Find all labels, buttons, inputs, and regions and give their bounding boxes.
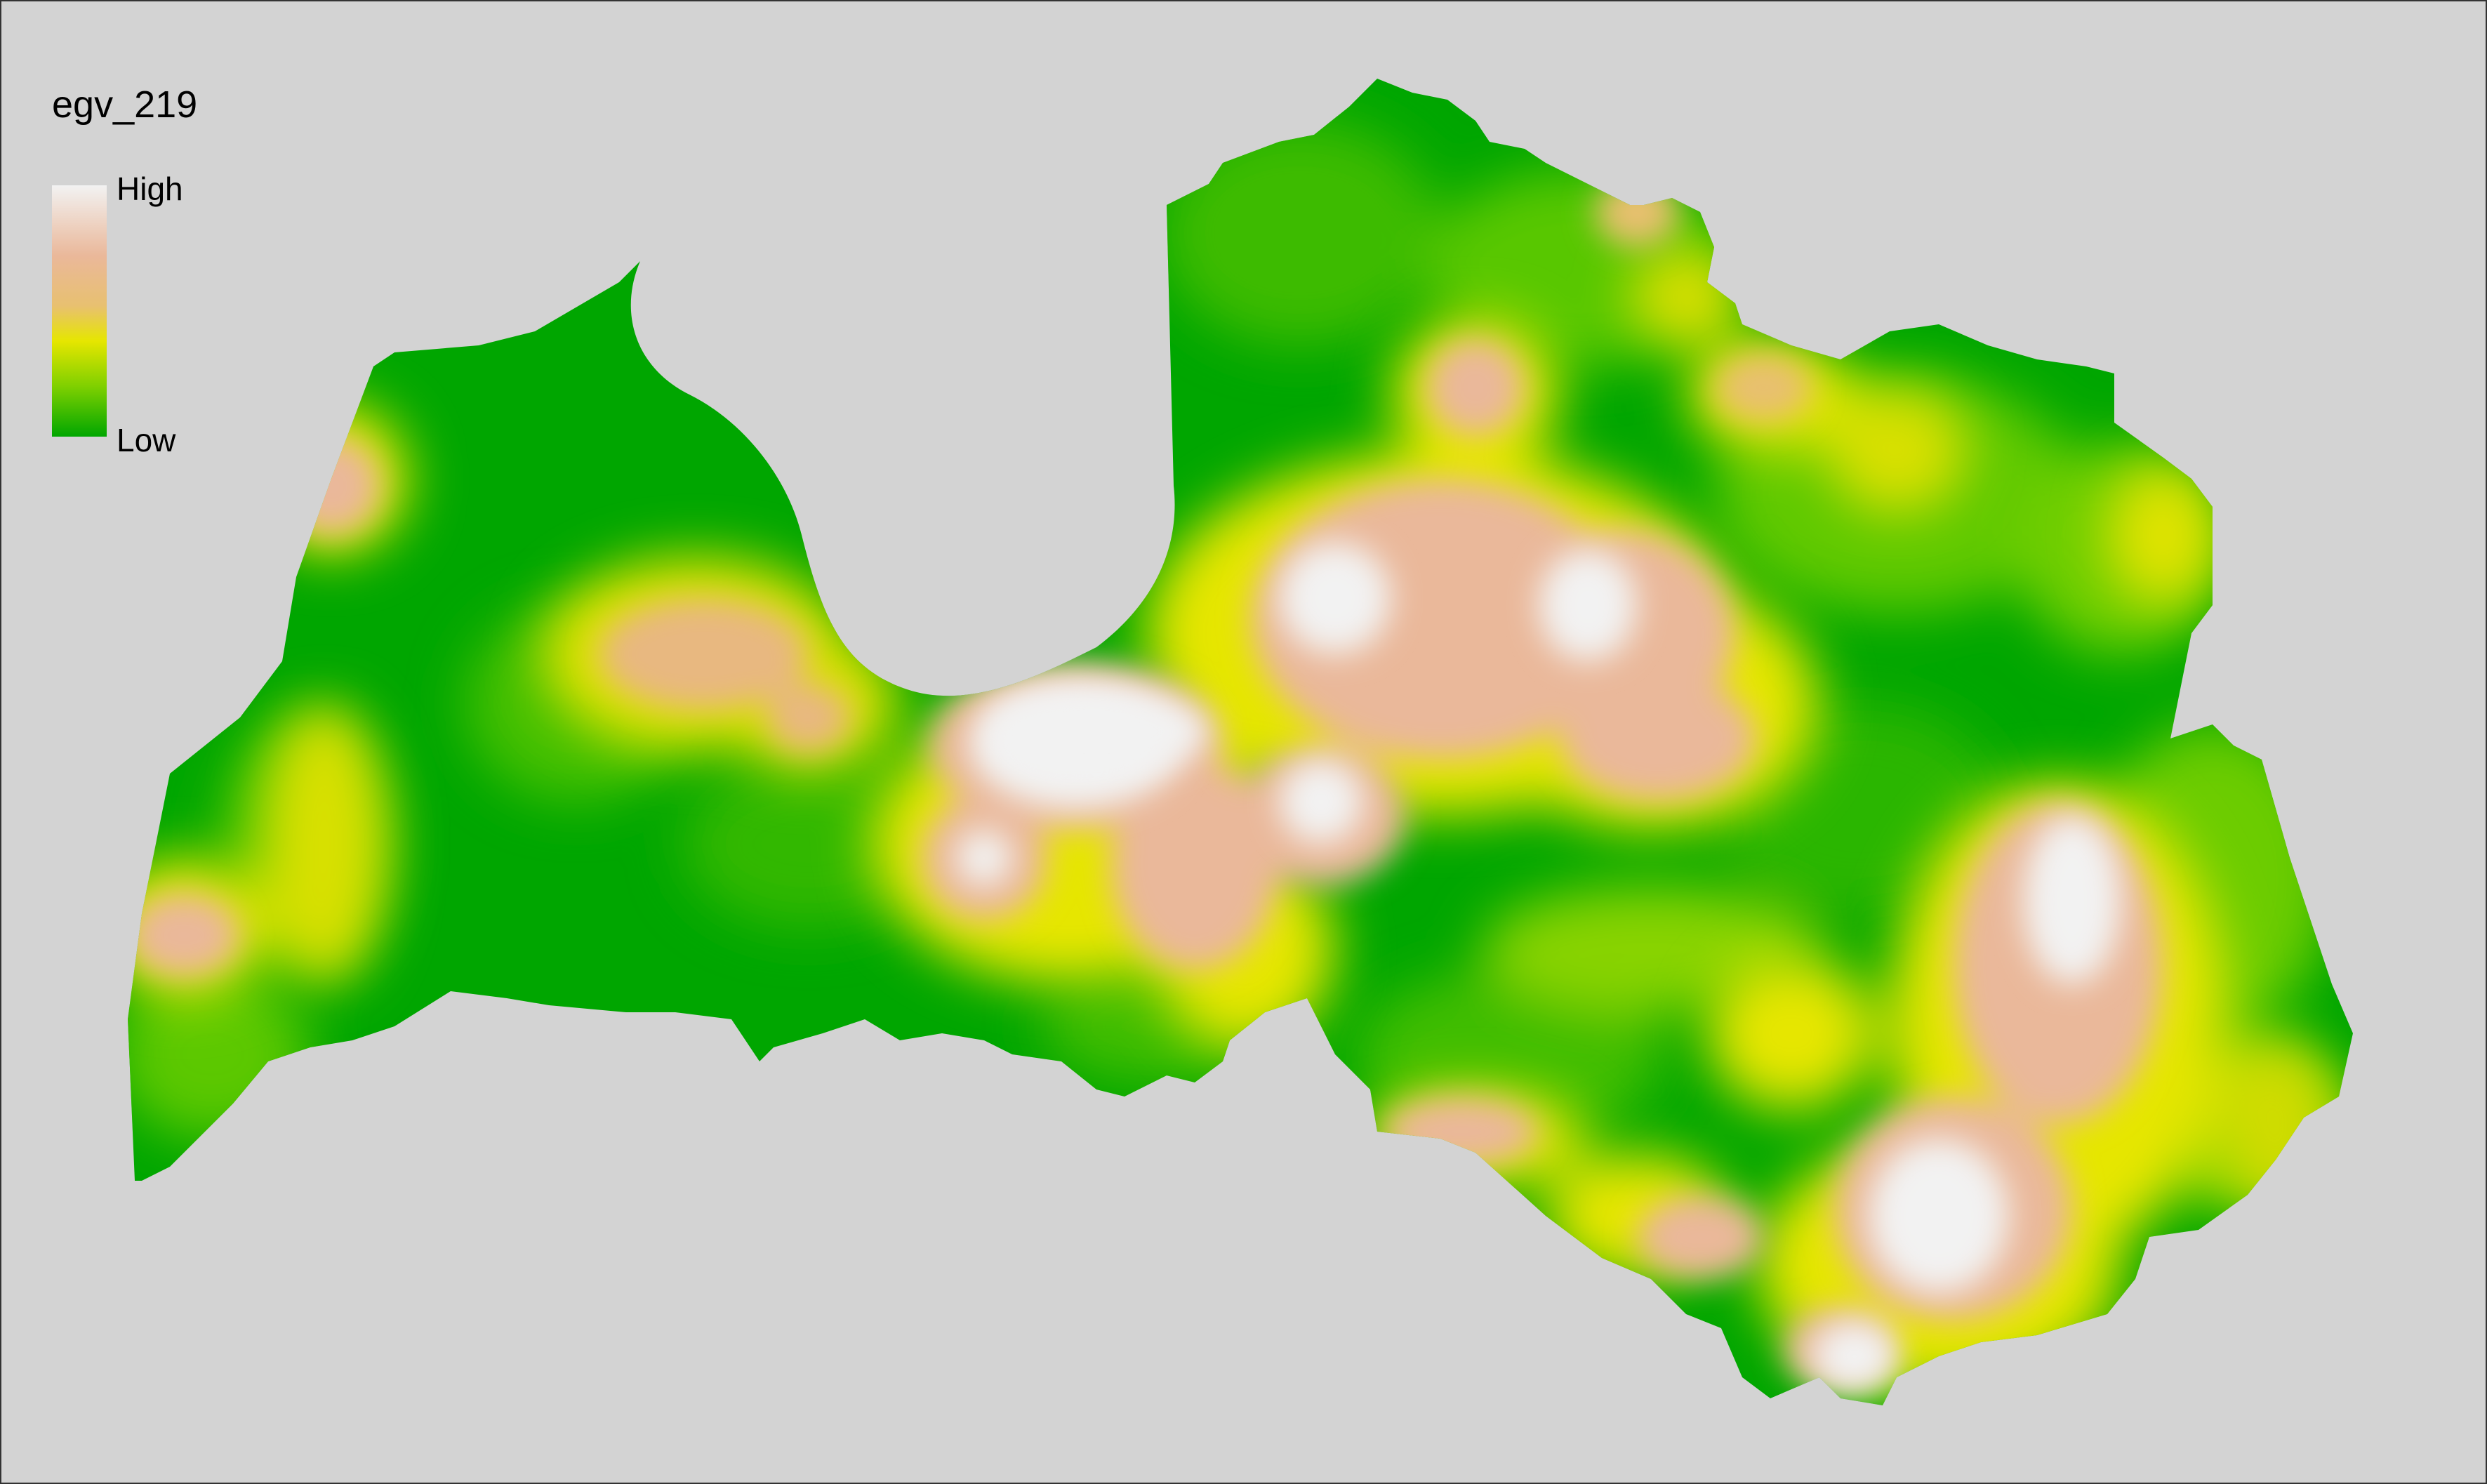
legend-low-label: Low (117, 422, 176, 458)
legend-title: egv_219 (52, 84, 198, 126)
legend-high-label: High (117, 171, 183, 207)
coastal-peak (984, 689, 1209, 774)
legend-color-bar (52, 185, 107, 437)
